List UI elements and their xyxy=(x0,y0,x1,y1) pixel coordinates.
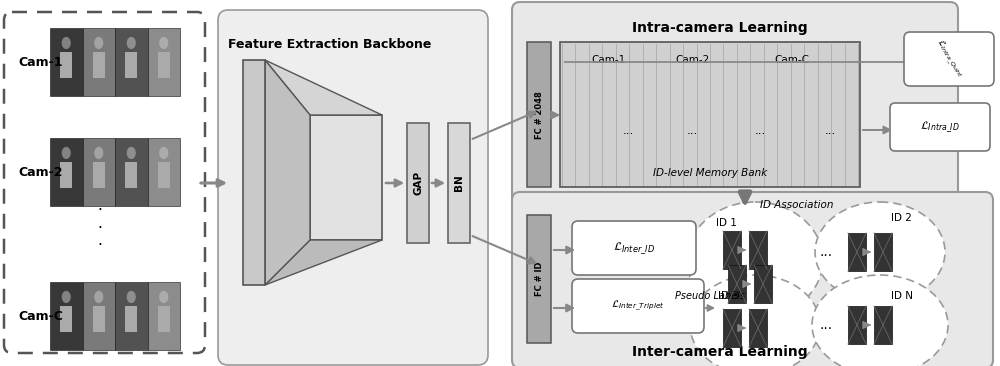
Text: Cam-C: Cam-C xyxy=(18,310,63,322)
Text: ...: ... xyxy=(754,123,766,137)
Text: ...: ... xyxy=(622,123,634,137)
Text: Cam-2: Cam-2 xyxy=(675,55,709,65)
Bar xyxy=(148,28,180,96)
Text: ID 2: ID 2 xyxy=(891,213,912,223)
Text: Cam-C: Cam-C xyxy=(774,55,810,65)
Ellipse shape xyxy=(62,291,71,303)
Text: ...: ... xyxy=(824,123,836,137)
FancyBboxPatch shape xyxy=(512,2,958,203)
Ellipse shape xyxy=(159,291,168,303)
Ellipse shape xyxy=(94,291,103,303)
Bar xyxy=(60,306,72,332)
Bar xyxy=(749,309,767,347)
Text: Cam-2: Cam-2 xyxy=(18,165,62,179)
Bar xyxy=(874,306,892,344)
Ellipse shape xyxy=(812,275,948,366)
Text: ...: ... xyxy=(819,245,833,259)
Bar xyxy=(243,60,265,285)
FancyBboxPatch shape xyxy=(572,221,696,275)
Ellipse shape xyxy=(127,37,136,49)
Text: ID 1: ID 1 xyxy=(716,218,737,228)
Bar xyxy=(560,42,860,187)
Ellipse shape xyxy=(815,202,945,302)
Bar xyxy=(93,52,105,78)
Bar xyxy=(82,138,115,206)
Text: FC # 2048: FC # 2048 xyxy=(534,91,544,139)
Ellipse shape xyxy=(94,37,103,49)
Text: FC # ID: FC # ID xyxy=(534,262,544,296)
Text: ID Association: ID Association xyxy=(760,200,834,210)
Text: $\mathcal{L}_{Inter\_ID}$: $\mathcal{L}_{Inter\_ID}$ xyxy=(613,240,655,256)
Ellipse shape xyxy=(159,147,168,159)
Text: ID 3: ID 3 xyxy=(718,291,739,301)
FancyBboxPatch shape xyxy=(890,103,990,151)
Text: ...: ... xyxy=(686,123,698,137)
Text: Pseudo Labels: Pseudo Labels xyxy=(675,291,745,301)
Bar xyxy=(148,138,180,206)
Text: ...: ... xyxy=(819,318,833,332)
Bar xyxy=(749,231,767,269)
Bar xyxy=(82,282,115,350)
Bar xyxy=(158,306,170,332)
Bar xyxy=(728,265,746,303)
FancyBboxPatch shape xyxy=(512,192,993,366)
Bar xyxy=(82,28,115,96)
Polygon shape xyxy=(265,60,382,115)
Bar xyxy=(125,52,137,78)
Polygon shape xyxy=(265,240,382,285)
Text: Cam-1: Cam-1 xyxy=(18,56,62,68)
FancyBboxPatch shape xyxy=(4,12,205,353)
Ellipse shape xyxy=(687,202,823,318)
Bar xyxy=(93,306,105,332)
Bar xyxy=(125,306,137,332)
Bar xyxy=(527,42,551,187)
Ellipse shape xyxy=(159,37,168,49)
Bar xyxy=(60,162,72,188)
Bar xyxy=(158,52,170,78)
Bar xyxy=(754,265,772,303)
Text: Inter-camera Learning: Inter-camera Learning xyxy=(632,345,808,359)
Text: $\mathcal{L}_{Intra\_ID}$: $\mathcal{L}_{Intra\_ID}$ xyxy=(920,119,960,135)
Bar xyxy=(115,138,148,206)
Bar xyxy=(527,215,551,343)
Ellipse shape xyxy=(127,147,136,159)
Bar xyxy=(93,162,105,188)
Text: $\mathcal{L}_{Intra\_Quint}$: $\mathcal{L}_{Intra\_Quint}$ xyxy=(932,37,966,81)
Text: Intra-camera Learning: Intra-camera Learning xyxy=(632,21,808,35)
Bar xyxy=(60,52,72,78)
Ellipse shape xyxy=(94,147,103,159)
Text: GAP: GAP xyxy=(413,171,423,195)
Ellipse shape xyxy=(127,291,136,303)
Bar xyxy=(848,306,866,344)
Bar xyxy=(50,28,82,96)
Bar xyxy=(115,282,148,350)
Bar xyxy=(310,115,382,240)
Bar xyxy=(158,162,170,188)
Bar xyxy=(50,282,82,350)
Bar xyxy=(407,123,429,243)
Text: BN: BN xyxy=(454,175,464,191)
Bar xyxy=(723,309,741,347)
Bar xyxy=(448,123,470,243)
Text: Feature Extraction Backbone: Feature Extraction Backbone xyxy=(228,38,432,51)
Bar xyxy=(848,233,866,271)
Bar xyxy=(115,28,148,96)
Bar xyxy=(50,138,82,206)
Bar xyxy=(148,282,180,350)
Polygon shape xyxy=(265,60,310,285)
Text: ID-level Memory Bank: ID-level Memory Bank xyxy=(653,168,767,178)
Ellipse shape xyxy=(62,37,71,49)
Text: ·
·
·: · · · xyxy=(98,203,102,253)
Text: ID N: ID N xyxy=(891,291,913,301)
Bar xyxy=(723,231,741,269)
FancyBboxPatch shape xyxy=(904,32,994,86)
Text: Cam-1: Cam-1 xyxy=(591,55,625,65)
FancyBboxPatch shape xyxy=(218,10,488,365)
FancyBboxPatch shape xyxy=(572,279,704,333)
Ellipse shape xyxy=(62,147,71,159)
Bar xyxy=(125,162,137,188)
Text: $\mathcal{L}_{Inter\_Triplet}$: $\mathcal{L}_{Inter\_Triplet}$ xyxy=(611,299,665,313)
Bar xyxy=(874,233,892,271)
Ellipse shape xyxy=(690,275,820,366)
